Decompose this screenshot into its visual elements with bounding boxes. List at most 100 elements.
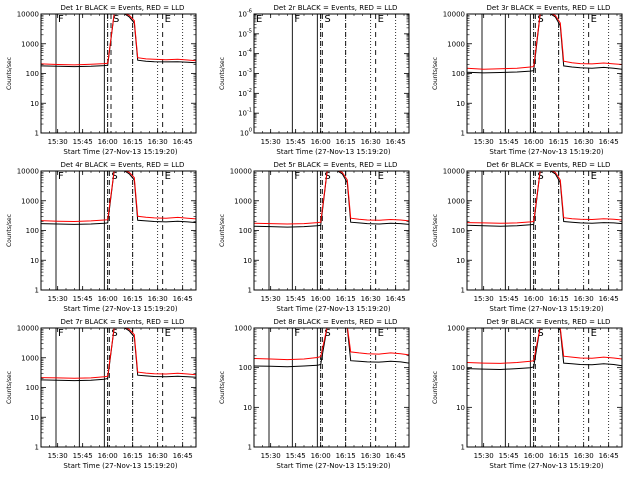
- x-tick-label: 16:45: [173, 138, 193, 146]
- x-axis-label: Start Time (27-Nov-13 15:19:20): [276, 148, 390, 156]
- x-tick-label: 16:00: [311, 295, 331, 303]
- x-tick-label: 15:45: [499, 295, 519, 303]
- time-marker-label: E: [591, 171, 597, 182]
- x-tick-label: 16:15: [336, 452, 356, 460]
- y-tick-label: 10-4: [238, 48, 252, 58]
- events-series-line: [41, 171, 196, 225]
- time-marker-label: E: [165, 14, 171, 25]
- x-tick-label: 16:45: [386, 295, 406, 303]
- x-tick-label: 16:15: [336, 138, 356, 146]
- plot-frame: [466, 13, 623, 134]
- panel-title: Det 5r BLACK = Events, RED = LLD: [274, 161, 398, 169]
- lld-series-line: [254, 171, 409, 225]
- x-tick-label: 16:45: [599, 295, 619, 303]
- y-tick-label: 10000: [443, 168, 465, 176]
- detector-panel-8: Det 8r BLACK = Events, RED = LLD Counts/s…: [219, 318, 410, 470]
- x-tick-label: 16:45: [173, 295, 193, 303]
- x-tick-label: 15:45: [286, 452, 306, 460]
- time-marker-label: E: [165, 328, 171, 339]
- y-tick-label: 10: [30, 257, 39, 265]
- x-tick-label: 16:30: [574, 138, 594, 146]
- y-tick-label: 10: [30, 414, 39, 422]
- x-axis-label: Start Time (27-Nov-13 15:19:20): [63, 305, 177, 313]
- x-tick-label: 15:30: [474, 138, 494, 146]
- y-tick-label: 100: [240, 128, 252, 138]
- plot-frame: [253, 13, 410, 134]
- x-tick-label: 15:45: [73, 452, 93, 460]
- y-tick-label: 10-2: [238, 88, 252, 98]
- x-tick-label: 16:15: [123, 138, 143, 146]
- time-marker-label: E: [378, 14, 384, 25]
- lld-series-line: [467, 14, 622, 70]
- y-tick-label: 100: [26, 70, 39, 78]
- plot-frame: [40, 170, 197, 291]
- y-tick-label: 100: [26, 384, 39, 392]
- plot-frame: [466, 170, 623, 291]
- y-tick-label: 100: [239, 227, 252, 235]
- time-marker-label: S: [537, 171, 543, 182]
- x-tick-label: 15:45: [286, 295, 306, 303]
- time-marker-label: S: [324, 328, 330, 339]
- panel-title: Det 6r BLACK = Events, RED = LLD: [487, 161, 611, 169]
- y-axis-label: Counts/sec: [219, 214, 226, 247]
- y-tick-label: 100: [452, 227, 465, 235]
- panel-title: Det 2r BLACK = Events, RED = LLD: [274, 4, 398, 12]
- y-axis-label: Counts/sec: [6, 371, 13, 404]
- lld-series-line: [41, 171, 196, 223]
- x-tick-label: 15:30: [48, 452, 68, 460]
- y-tick-label: 10000: [443, 11, 465, 19]
- y-tick-label: 10: [30, 100, 39, 108]
- y-tick-label: 100: [452, 364, 465, 372]
- y-tick-label: 1000: [21, 40, 39, 48]
- time-marker-label: F: [294, 171, 300, 182]
- time-marker-label: E: [591, 328, 597, 339]
- detector-panel-7: Det 7r BLACK = Events, RED = LLD Counts/s…: [6, 318, 197, 470]
- x-tick-label: 16:45: [386, 452, 406, 460]
- time-marker-label: E: [378, 328, 384, 339]
- time-marker-label: F: [58, 14, 64, 25]
- x-tick-label: 15:45: [499, 452, 519, 460]
- y-tick-label: 10-6: [238, 9, 252, 19]
- y-tick-label: 10-3: [238, 68, 252, 78]
- y-tick-label: 10: [456, 257, 465, 265]
- y-tick-label: 10000: [230, 168, 252, 176]
- x-tick-label: 15:45: [286, 138, 306, 146]
- panel-title: Det 7r BLACK = Events, RED = LLD: [61, 318, 185, 326]
- lld-series-line: [467, 171, 622, 224]
- x-tick-label: 16:45: [599, 452, 619, 460]
- x-axis-label: Start Time (27-Nov-13 15:19:20): [489, 462, 603, 470]
- time-marker-label: F: [294, 328, 300, 339]
- x-tick-label: 16:00: [311, 138, 331, 146]
- panel-title: Det 8r BLACK = Events, RED = LLD: [274, 318, 398, 326]
- x-axis-label: Start Time (27-Nov-13 15:19:20): [276, 305, 390, 313]
- detector-panel-3: Det 3r BLACK = Events, RED = LLD Counts/s…: [432, 4, 623, 156]
- y-tick-label: 1: [248, 287, 252, 295]
- detector-panel-4: Det 4r BLACK = Events, RED = LLD Counts/s…: [6, 161, 197, 313]
- events-series-line: [41, 14, 196, 68]
- y-tick-label: 1: [461, 287, 465, 295]
- x-tick-label: 15:30: [261, 138, 281, 146]
- y-axis-label: Counts/sec: [432, 214, 439, 247]
- plot-frame: [466, 327, 623, 448]
- time-marker-label: S: [537, 14, 543, 25]
- y-tick-label: 100: [239, 364, 252, 372]
- x-tick-label: 16:00: [311, 452, 331, 460]
- x-tick-label: 16:45: [599, 138, 619, 146]
- x-tick-label: 16:30: [148, 452, 168, 460]
- plot-frame: [40, 327, 197, 448]
- x-tick-label: 15:45: [73, 138, 93, 146]
- y-axis-label: Counts/sec: [219, 57, 226, 90]
- y-tick-label: 1: [461, 130, 465, 138]
- x-tick-label: 16:45: [386, 138, 406, 146]
- time-marker-label: S: [324, 14, 330, 25]
- x-tick-label: 15:30: [261, 452, 281, 460]
- x-tick-label: 16:15: [549, 452, 569, 460]
- events-series-line: [254, 171, 409, 228]
- detector-panel-1: Det 1r BLACK = Events, RED = LLD Counts/s…: [6, 4, 197, 156]
- y-tick-label: 1000: [21, 197, 39, 205]
- time-marker-label: E: [165, 171, 171, 182]
- x-tick-label: 16:00: [98, 295, 118, 303]
- time-marker-label: S: [111, 328, 117, 339]
- x-tick-label: 16:45: [173, 452, 193, 460]
- y-tick-label: 10000: [17, 168, 39, 176]
